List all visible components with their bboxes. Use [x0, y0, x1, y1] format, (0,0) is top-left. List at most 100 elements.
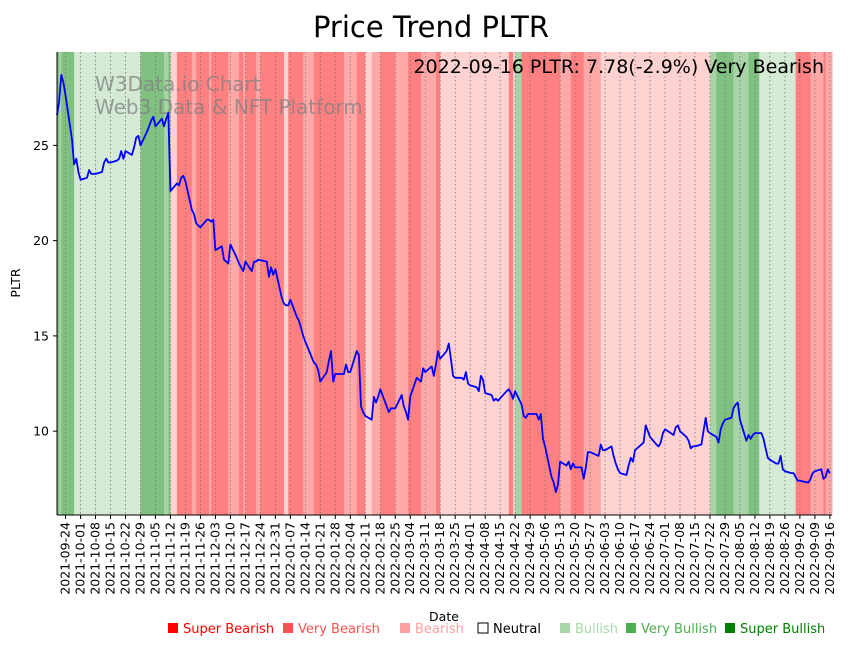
- sentiment-band-18: [260, 52, 285, 515]
- x-tick-label: 2021-11-19: [177, 522, 192, 595]
- legend-swatch: [626, 623, 636, 633]
- sentiment-band-22: [313, 52, 345, 515]
- x-tick-label: 2022-01-07: [282, 522, 297, 595]
- legend-label: Neutral: [493, 622, 541, 637]
- chart-title: Price Trend PLTR: [313, 10, 549, 44]
- x-tick-label: 2022-09-16: [822, 522, 837, 595]
- sentiment-band-40: [572, 52, 585, 515]
- x-gridlines: [65, 52, 831, 515]
- legend-label: Super Bearish: [183, 622, 274, 637]
- legend-swatch: [477, 622, 489, 634]
- x-tick-label: 2022-03-04: [402, 522, 417, 595]
- x-tick-label: 2021-09-24: [58, 522, 73, 595]
- sentiment-band-38: [560, 52, 572, 515]
- legend-label: Bearish: [415, 622, 464, 637]
- x-tick-label: 2022-03-11: [417, 522, 432, 595]
- sentiment-band-5: [164, 52, 169, 515]
- sentiment-band-11: [209, 52, 212, 515]
- sentiment-band-41: [583, 52, 602, 515]
- x-tick-label: 2021-12-17: [237, 522, 252, 595]
- x-tick-label: 2022-08-26: [777, 522, 792, 595]
- sentiment-band-20: [288, 52, 304, 515]
- sentiment-band-26: [371, 52, 381, 515]
- x-tick-label: 2022-04-15: [492, 522, 507, 595]
- x-tick-label: 2022-01-14: [297, 522, 312, 595]
- y-tick-label: 20: [33, 233, 49, 248]
- x-tick-label: 2021-10-22: [118, 522, 133, 595]
- x-tick-label: 2022-06-24: [642, 522, 657, 595]
- x-tick-label: 2021-12-03: [207, 522, 222, 595]
- sentiment-bands: [57, 52, 833, 515]
- x-tick-label: 2022-09-09: [807, 522, 822, 595]
- x-tick-label: 2022-08-05: [732, 522, 747, 595]
- sentiment-band-37: [545, 52, 561, 515]
- sentiment-band-1: [59, 52, 62, 515]
- x-tick-label: 2021-10-15: [103, 522, 118, 595]
- x-tick-label: 2022-07-08: [672, 522, 687, 595]
- sentiment-band-44: [709, 52, 717, 515]
- sentiment-band-30: [420, 52, 437, 515]
- x-tick-label: 2021-12-10: [222, 522, 237, 595]
- y-tick-label: 10: [33, 424, 49, 439]
- x-tick-label: 2022-02-18: [372, 522, 387, 595]
- sentiment-band-47: [748, 52, 760, 515]
- sentiment-band-19: [283, 52, 289, 515]
- sentiment-band-32: [440, 52, 510, 515]
- legend-label: Very Bearish: [298, 622, 380, 637]
- x-tick-label: 2022-05-20: [567, 522, 582, 595]
- legend-label: Very Bullish: [641, 622, 717, 637]
- x-tick-label: 2022-04-22: [507, 522, 522, 595]
- x-tick-label: 2022-02-04: [342, 522, 357, 595]
- sentiment-band-35: [515, 52, 523, 515]
- x-tick-label: 2021-11-12: [162, 522, 177, 595]
- x-tick-label: 2022-05-27: [582, 522, 597, 595]
- x-tick-label: 2022-05-06: [537, 522, 552, 595]
- x-tick-label: 2022-06-10: [612, 522, 627, 595]
- legend-swatch: [400, 623, 410, 633]
- sentiment-band-15: [243, 52, 246, 515]
- x-tick-label: 2021-10-29: [132, 522, 147, 595]
- sentiment-band-4: [140, 52, 165, 515]
- sentiment-band-24: [356, 52, 366, 515]
- sentiment-band-31: [435, 52, 441, 515]
- x-tick-label: 2022-07-29: [717, 522, 732, 595]
- x-axis-label: Date: [429, 609, 459, 624]
- sentiment-band-28: [395, 52, 409, 515]
- sentiment-band-29: [408, 52, 422, 515]
- legend-swatch: [725, 623, 735, 633]
- watermark: W3Data.io Chart Web3 Data & NFT Platform: [95, 72, 363, 119]
- sentiment-band-36: [521, 52, 546, 515]
- sentiment-band-45: [716, 52, 735, 515]
- legend: Super Bearish Very Bearish Bearish Neutral B…: [168, 622, 825, 637]
- x-tick-label: 2021-11-05: [147, 522, 162, 595]
- y-tick-label: 15: [33, 328, 49, 343]
- sentiment-band-25: [365, 52, 373, 515]
- x-tick-label: 2022-03-18: [432, 522, 447, 595]
- x-tick-label: 2022-03-25: [447, 522, 462, 595]
- sentiment-band-42: [600, 52, 612, 515]
- sentiment-band-9: [191, 52, 197, 515]
- x-axis-ticks: 2021-09-24 2021-10-01 2021-10-08 2021-10-15…: [58, 515, 837, 595]
- x-tick-label: 2022-08-12: [747, 522, 762, 595]
- sentiment-band-3: [74, 52, 141, 515]
- x-tick-label: 2021-11-26: [192, 522, 207, 595]
- sentiment-band-51: [823, 52, 827, 515]
- sentiment-band-48: [759, 52, 797, 515]
- sentiment-band-10: [196, 52, 210, 515]
- x-tick-label: 2022-04-08: [477, 522, 492, 595]
- sentiment-band-49: [795, 52, 812, 515]
- watermark-line-2: Web3 Data & NFT Platform: [95, 95, 363, 119]
- legend-label: Bullish: [575, 622, 618, 637]
- sentiment-band-27: [380, 52, 396, 515]
- sentiment-band-7: [170, 52, 178, 515]
- sentiment-band-34: [513, 52, 516, 515]
- sentiment-band-14: [238, 52, 244, 515]
- x-tick-label: 2021-12-31: [267, 522, 282, 595]
- x-tick-label: 2022-08-19: [762, 522, 777, 595]
- x-tick-label: 2022-01-21: [312, 522, 327, 595]
- sentiment-band-33: [508, 52, 514, 515]
- sentiment-band-50: [810, 52, 824, 515]
- sentiment-band-2: [61, 52, 75, 515]
- sentiment-band-8: [176, 52, 193, 515]
